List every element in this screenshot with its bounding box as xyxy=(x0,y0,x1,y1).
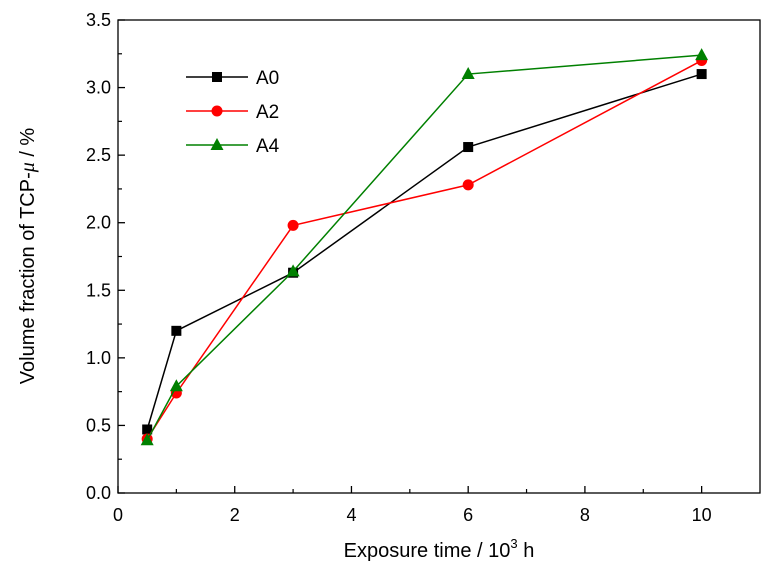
y-tick-label: 1.5 xyxy=(86,280,111,300)
legend-label: A0 xyxy=(256,68,279,89)
data-point xyxy=(463,142,474,153)
x-tick-label: 0 xyxy=(113,505,123,525)
legend-marker xyxy=(211,105,223,117)
data-point xyxy=(462,179,474,191)
data-point xyxy=(461,67,475,80)
legend-item-a2: A2 xyxy=(186,102,279,123)
series-line xyxy=(146,54,702,441)
y-axis-title-symbol: μ xyxy=(17,162,39,173)
x-axis-title-text: Exposure time / 10 xyxy=(344,540,511,562)
series-group xyxy=(140,48,709,446)
legend-label: A2 xyxy=(256,102,279,123)
data-point xyxy=(169,379,183,392)
x-tick-label: 4 xyxy=(346,505,356,525)
data-point xyxy=(695,48,709,61)
data-point xyxy=(171,325,182,336)
series-a2 xyxy=(141,55,708,445)
x-axis-title: Exposure time / 103 h xyxy=(344,536,535,562)
data-point xyxy=(696,69,707,80)
y-tick-label: 3.0 xyxy=(86,78,111,98)
legend-item-a4: A4 xyxy=(186,136,280,157)
x-tick-label: 10 xyxy=(692,505,712,525)
y-axis-title: Volume fraction of TCP-μ / % xyxy=(17,128,39,385)
data-point xyxy=(142,424,153,435)
y-tick-label: 3.5 xyxy=(86,10,111,30)
data-point xyxy=(140,433,154,446)
y-axis-title-unit: / % xyxy=(17,128,39,163)
legend-marker xyxy=(210,138,224,150)
y-tick-label: 2.5 xyxy=(86,145,111,165)
legend-label: A4 xyxy=(256,136,280,157)
plot-frame xyxy=(117,19,761,494)
axis-ticks: 0 2 4 6 8 10 0.0 0.5 1.0 1.5 2.0 2.5 3.0 3.5 xyxy=(86,10,712,525)
x-tick-label: 2 xyxy=(230,505,240,525)
y-tick-label: 0.0 xyxy=(86,483,111,503)
y-tick-label: 1.0 xyxy=(86,348,111,368)
data-point xyxy=(286,264,300,277)
data-point xyxy=(287,219,299,231)
series-line xyxy=(146,73,702,430)
series-line xyxy=(146,59,702,440)
x-axis-title-unit: h xyxy=(518,540,535,562)
y-tick-label: 0.5 xyxy=(86,415,111,435)
x-tick-label: 8 xyxy=(580,505,590,525)
y-tick-label: 2.0 xyxy=(86,213,111,233)
legend-item-a0: A0 xyxy=(186,68,279,89)
x-axis-title-superscript: 3 xyxy=(510,536,517,551)
x-tick-label: 6 xyxy=(463,505,473,525)
legend-marker xyxy=(212,72,222,82)
legend: A0 A2 A4 xyxy=(186,68,280,157)
y-axis-title-text: Volume fraction of TCP- xyxy=(17,172,39,384)
series-a4 xyxy=(140,48,709,446)
